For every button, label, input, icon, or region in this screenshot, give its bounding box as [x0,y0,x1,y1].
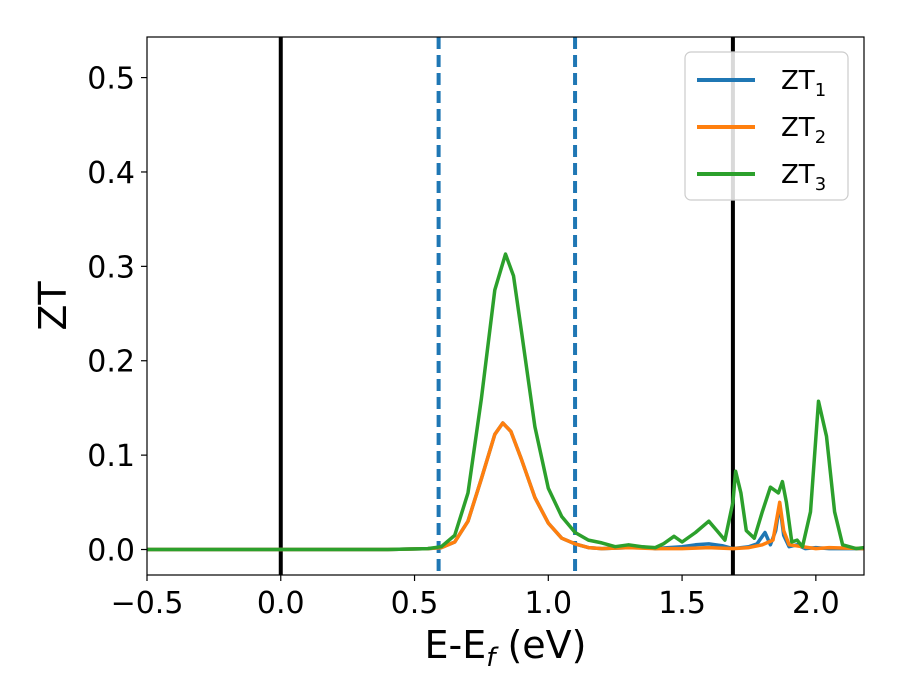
series-line-zt3 [147,252,864,552]
x-axis-label: E-Ef (eV) [425,623,587,673]
y-tick-label: 0.0 [87,534,135,569]
y-tick-label: 0.1 [87,439,135,474]
x-tick-label: 2.0 [792,586,840,621]
y-tick-label: 0.3 [87,250,135,285]
y-tick-label: 0.4 [87,156,135,191]
y-axis-label: ZT [31,281,75,331]
legend-label-zt1: ZT1 [781,66,826,101]
plot-frame [146,36,865,576]
series-line-zt2 [147,421,864,552]
y-tick-label: 0.5 [87,62,135,97]
reference-lines [278,37,735,575]
legend: ZT1 ZT2 ZT3 [684,51,849,201]
x-tick-label: 0.0 [257,586,305,621]
x-tick-label: 1.0 [524,586,572,621]
x-tick-label: 0.5 [391,586,439,621]
x-tick-label: −0.5 [111,586,184,621]
y-axis-ticks: 0.0 0.1 0.2 0.3 0.4 0.5 [87,62,147,569]
y-tick-label: 0.2 [87,345,135,380]
x-axis-ticks: −0.5 0.0 0.5 1.0 1.5 2.0 [111,575,840,621]
x-tick-label: 1.5 [658,586,706,621]
legend-label-zt2: ZT2 [781,113,826,148]
legend-label-zt3: ZT3 [781,160,826,195]
series-lines [147,252,864,552]
legend-box [684,51,849,201]
